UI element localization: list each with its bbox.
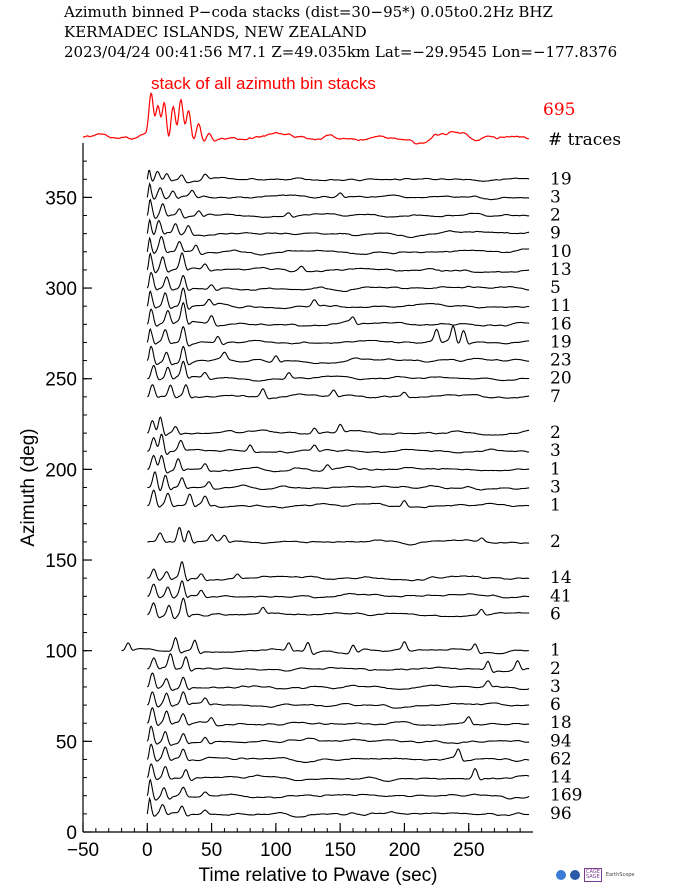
bin-trace-count: 41 [550, 586, 572, 606]
x-tick-label: 150 [324, 840, 356, 861]
y-tick-label: 150 [45, 551, 77, 572]
bin-trace-290 [146, 287, 530, 310]
bin-trace-50 [146, 725, 530, 746]
bin-trace-260 [146, 345, 530, 366]
bin-trace-280 [146, 302, 530, 327]
cage-sage-logo: CAGE SAGE [584, 868, 602, 882]
bin-trace-60 [146, 707, 530, 727]
bin-trace-20 [146, 778, 530, 801]
bin-trace-count: 18 [550, 713, 572, 733]
bin-trace-240 [147, 384, 530, 400]
bin-trace-120 [147, 597, 530, 620]
bin-trace-count: 94 [550, 731, 572, 751]
bin-trace-320 [146, 235, 530, 256]
bin-trace-count: 14 [550, 568, 572, 588]
bin-trace-count: 3 [550, 187, 561, 207]
earthscope-logo: EarthScope [605, 872, 635, 878]
bin-trace-310 [146, 252, 530, 274]
bin-trace-count: 9 [550, 224, 561, 244]
bin-trace-270 [146, 325, 530, 347]
y-tick-label: 200 [45, 460, 77, 481]
bin-trace-count: 19 [550, 169, 572, 189]
bin-trace-count: 5 [550, 278, 561, 298]
bin-trace-count: 11 [550, 296, 572, 316]
stack-trace [83, 92, 530, 145]
header-line-1: Azimuth binned P−coda stacks (dist=30−95… [64, 3, 553, 21]
bin-trace-10 [146, 796, 530, 818]
bin-trace-count: 1 [550, 496, 561, 516]
x-tick-label: −50 [67, 840, 99, 861]
bin-trace-count: 2 [550, 532, 561, 552]
bin-trace-200 [147, 454, 530, 474]
y-tick-label: 50 [56, 732, 77, 753]
y-tick-label: 0 [66, 823, 77, 844]
bin-trace-count: 7 [550, 387, 561, 407]
bin-trace-count: 23 [550, 351, 572, 371]
x-tick-label: 50 [201, 840, 222, 861]
agency-logo-icon [556, 870, 566, 880]
x-tick-label: 250 [453, 840, 485, 861]
bin-trace-count: 1 [550, 459, 561, 479]
bin-trace-count: 96 [550, 804, 572, 824]
bin-trace-210 [147, 433, 530, 456]
y-tick-label: 300 [45, 279, 77, 300]
bin-trace-250 [147, 360, 530, 382]
agency-logo-icon [570, 870, 580, 880]
cage-logo-text: CAGE [586, 869, 600, 875]
bin-trace-80 [147, 672, 530, 692]
bin-trace-count: 10 [550, 242, 572, 262]
x-tick-label: 0 [142, 840, 153, 861]
bin-trace-count: 13 [550, 260, 572, 280]
sage-logo-text: SAGE [586, 874, 600, 880]
bin-trace-30 [146, 763, 530, 782]
bin-trace-count: 2 [550, 206, 561, 226]
bin-trace-360 [146, 169, 530, 184]
x-tick-label: 100 [260, 840, 292, 861]
bin-trace-190 [147, 471, 530, 492]
bin-trace-count: 6 [550, 695, 561, 715]
bin-trace-count: 62 [550, 749, 572, 769]
stack-label: stack of all azimuth bin stacks [151, 74, 376, 93]
y-tick-label: 350 [45, 188, 77, 209]
y-axis-label: Azimuth (deg) [18, 428, 39, 546]
bin-trace-140 [147, 560, 530, 582]
header-line-2: KERMADEC ISLANDS, NEW ZEALAND [64, 23, 367, 41]
bin-trace-count: 20 [550, 369, 572, 389]
y-tick-label: 250 [45, 370, 77, 391]
bin-trace-100 [121, 636, 529, 656]
bin-trace-count: 3 [550, 677, 561, 697]
x-axis-label: Time relative to Pwave (sec) [199, 865, 438, 886]
header-line-3: 2023/04/24 00:41:56 M7.1 Z=49.035km Lat=… [64, 43, 618, 61]
bin-trace-count: 2 [550, 423, 561, 443]
bin-trace-180 [147, 489, 530, 509]
bin-trace-350 [146, 181, 530, 201]
bin-trace-count: 169 [550, 786, 582, 806]
bin-trace-90 [147, 652, 530, 673]
bin-trace-count: 14 [550, 768, 572, 788]
bin-trace-count: 16 [550, 314, 572, 334]
bin-trace-40 [146, 743, 530, 763]
stack-trace-count: 695 [543, 100, 575, 120]
bin-trace-count: 19 [550, 332, 572, 352]
bin-trace-300 [146, 271, 530, 293]
traces-header: # traces [548, 130, 621, 150]
bin-trace-70 [146, 691, 530, 709]
bin-trace-count: 2 [550, 659, 561, 679]
bin-trace-220 [147, 416, 530, 437]
bin-trace-count: 3 [550, 441, 561, 461]
bin-trace-count: 6 [550, 604, 561, 624]
logos: CAGE SAGE EarthScope [556, 868, 635, 882]
bin-trace-130 [147, 580, 530, 599]
x-tick-label: 200 [389, 840, 421, 861]
bin-trace-count: 3 [550, 478, 561, 498]
bin-trace-340 [146, 198, 530, 220]
bin-trace-count: 1 [550, 641, 561, 661]
bin-trace-330 [146, 218, 530, 239]
bin-trace-160 [147, 526, 530, 546]
y-tick-label: 100 [45, 642, 77, 663]
